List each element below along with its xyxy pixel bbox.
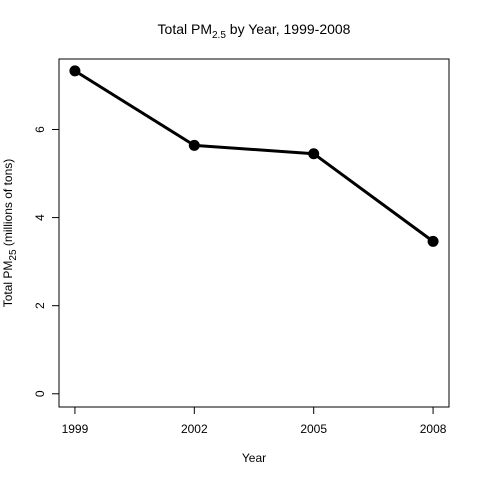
series-group bbox=[69, 65, 439, 247]
x-axis-label: Year bbox=[242, 451, 266, 465]
x-tick-label: 2002 bbox=[181, 422, 208, 436]
x-tick-label: 1999 bbox=[62, 422, 89, 436]
x-tick-label: 2008 bbox=[420, 422, 447, 436]
x-tick-label: 2005 bbox=[300, 422, 327, 436]
y-axis-label: Total PM25 (millions of tons) bbox=[1, 159, 19, 308]
data-point bbox=[69, 65, 81, 77]
data-point bbox=[308, 148, 320, 160]
y-tick-label: 6 bbox=[33, 126, 47, 133]
y-tick-label: 0 bbox=[33, 390, 47, 397]
y-tick-label: 4 bbox=[33, 214, 47, 221]
series-line bbox=[73, 69, 435, 243]
data-point bbox=[188, 139, 200, 151]
chart-title: Total PM2.5 by Year, 1999-2008 bbox=[158, 21, 351, 41]
y-tick-label: 2 bbox=[33, 302, 47, 309]
data-point bbox=[427, 235, 439, 247]
x-axis: 1999 2002 2005 2008 bbox=[62, 406, 447, 436]
plot-box bbox=[58, 58, 450, 408]
y-axis: 0 2 4 6 bbox=[33, 126, 60, 397]
